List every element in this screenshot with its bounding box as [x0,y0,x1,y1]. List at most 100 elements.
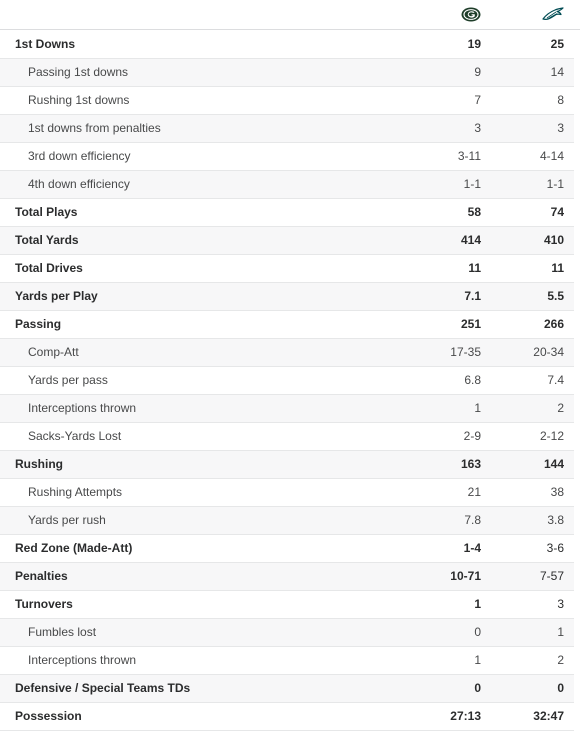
team-header-row [0,0,580,30]
home-team-value: 19 [421,30,481,59]
home-team-value: 2-9 [421,422,481,451]
stat-row: Yards per pass 6.8 7.4 [0,366,574,395]
away-team-value: 38 [481,478,574,507]
stat-row: Total Yards 414 410 [0,226,574,255]
away-team-value: 20-34 [481,338,574,367]
stat-label: Possession [0,702,421,731]
away-team-value: 74 [481,198,574,227]
away-team-value: 144 [481,450,574,479]
stat-row: Rushing 163 144 [0,450,574,479]
stat-label: 4th down efficiency [0,170,421,199]
eagles-logo-icon[interactable] [542,5,564,23]
stat-row: 4th down efficiency 1-1 1-1 [0,170,574,199]
home-team-value: 11 [421,254,481,283]
stat-row: Interceptions thrown 1 2 [0,394,574,423]
away-team-value: 0 [481,674,574,703]
stat-label: Yards per pass [0,366,421,395]
away-team-value: 4-14 [481,142,574,171]
stat-label: Total Drives [0,254,421,283]
away-team-value: 1 [481,618,574,647]
home-team-value: 17-35 [421,338,481,367]
stat-row: Rushing 1st downs 7 8 [0,86,574,115]
stat-label: Defensive / Special Teams TDs [0,674,421,703]
stat-label: 3rd down efficiency [0,142,421,171]
stat-label: Interceptions thrown [0,394,421,423]
stat-label: Fumbles lost [0,618,421,647]
stat-label: Passing 1st downs [0,58,421,87]
away-team-value: 266 [481,310,574,339]
stat-row: Yards per rush 7.8 3.8 [0,506,574,535]
stat-label: Turnovers [0,590,421,619]
stat-row: Sacks-Yards Lost 2-9 2-12 [0,422,574,451]
home-team-value: 0 [421,618,481,647]
team-stats-body: 1st Downs 19 25 Passing 1st downs 9 14 Rushing… [0,30,574,731]
home-team-value: 21 [421,478,481,507]
home-team-value: 414 [421,226,481,255]
home-team-value: 1-4 [421,534,481,563]
home-team-value: 27:13 [421,702,481,731]
home-team-value: 7 [421,86,481,115]
stat-label: Rushing 1st downs [0,86,421,115]
packers-logo-icon[interactable] [460,5,482,23]
stat-row: Red Zone (Made-Att) 1-4 3-6 [0,534,574,563]
away-team-value: 14 [481,58,574,87]
stat-row: Total Drives 11 11 [0,254,574,283]
away-team-value: 2 [481,394,574,423]
stat-row: Interceptions thrown 1 2 [0,646,574,675]
stat-row: 1st downs from penalties 3 3 [0,114,574,143]
stat-label: Sacks-Yards Lost [0,422,421,451]
home-team-value: 1 [421,646,481,675]
away-team-value: 3-6 [481,534,574,563]
stat-label: Rushing [0,450,421,479]
home-team-value: 7.8 [421,506,481,535]
home-team-value: 163 [421,450,481,479]
stat-label: Yards per rush [0,506,421,535]
team-stats-table: 1st Downs 19 25 Passing 1st downs 9 14 Rushing… [0,30,574,731]
stat-label: Yards per Play [0,282,421,311]
stat-row: 3rd down efficiency 3-11 4-14 [0,142,574,171]
home-team-value: 3-11 [421,142,481,171]
home-team-value: 58 [421,198,481,227]
home-team-value: 251 [421,310,481,339]
away-team-value: 3 [481,590,574,619]
home-team-value: 10-71 [421,562,481,591]
stat-label: Red Zone (Made-Att) [0,534,421,563]
home-team-value: 1-1 [421,170,481,199]
stat-row: 1st Downs 19 25 [0,30,574,59]
away-team-value: 7.4 [481,366,574,395]
away-team-value: 32:47 [481,702,574,731]
away-team-value: 3 [481,114,574,143]
stat-row: Yards per Play 7.1 5.5 [0,282,574,311]
home-team-value: 1 [421,394,481,423]
away-team-value: 3.8 [481,506,574,535]
away-team-value: 1-1 [481,170,574,199]
home-team-value: 3 [421,114,481,143]
away-team-value: 2-12 [481,422,574,451]
stat-row: Passing 1st downs 9 14 [0,58,574,87]
home-team-value: 9 [421,58,481,87]
stat-label: Passing [0,310,421,339]
stat-row: Possession 27:13 32:47 [0,702,574,731]
home-team-value: 0 [421,674,481,703]
away-team-value: 5.5 [481,282,574,311]
away-team-value: 8 [481,86,574,115]
home-team-value: 7.1 [421,282,481,311]
stat-label: Comp-Att [0,338,421,367]
stat-label: Penalties [0,562,421,591]
stat-row: Rushing Attempts 21 38 [0,478,574,507]
stat-label: Rushing Attempts [0,478,421,507]
stat-row: Comp-Att 17-35 20-34 [0,338,574,367]
stat-row: Passing 251 266 [0,310,574,339]
away-team-value: 25 [481,30,574,59]
stat-label: 1st downs from penalties [0,114,421,143]
home-team-value: 1 [421,590,481,619]
stat-row: Total Plays 58 74 [0,198,574,227]
away-team-value: 11 [481,254,574,283]
stat-label: Total Plays [0,198,421,227]
away-team-value: 2 [481,646,574,675]
stat-row: Fumbles lost 0 1 [0,618,574,647]
stat-row: Turnovers 1 3 [0,590,574,619]
away-team-value: 410 [481,226,574,255]
stat-label: Interceptions thrown [0,646,421,675]
